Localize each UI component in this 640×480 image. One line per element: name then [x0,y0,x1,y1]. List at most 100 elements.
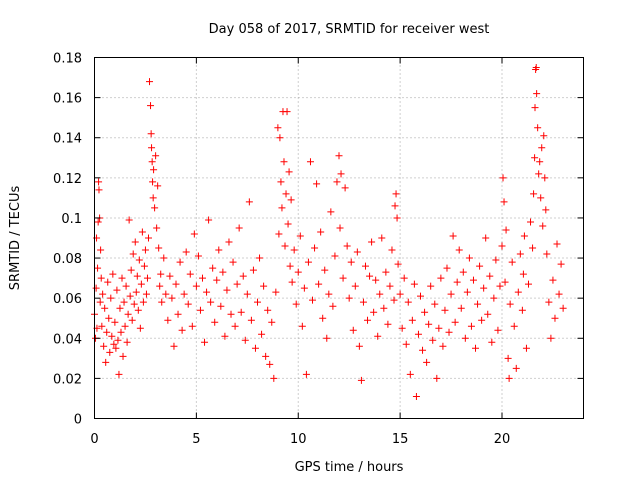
data-point [500,198,508,206]
data-point [469,276,477,284]
data-point [114,336,122,344]
data-point [323,334,331,342]
data-point [559,304,567,312]
data-point [284,220,292,228]
data-point [262,352,270,360]
data-point [519,270,527,278]
data-point [147,130,155,138]
data-point [553,240,561,248]
chart-title: Day 058 of 2017, SRMTID for receiver wes… [209,22,490,37]
data-point [535,170,543,178]
data-point [278,204,286,212]
data-point [121,322,129,330]
data-point [134,306,142,314]
y-tick-label: 0.06 [53,292,82,307]
data-point [532,64,540,72]
data-point [156,282,164,290]
data-point [100,342,108,350]
data-point [372,276,380,284]
data-point [315,280,323,288]
y-axis-label: SRMTID / TECUs [8,186,23,291]
plot-frame [94,57,584,419]
data-point [343,242,351,250]
data-point [396,290,404,298]
data-point [192,282,200,290]
data-point [142,290,150,298]
data-point [545,298,553,306]
data-point [510,322,518,330]
data-point [110,340,118,348]
gridlines [94,57,584,419]
data-point [152,152,160,160]
data-point [376,290,384,298]
data-point [294,268,302,276]
data-point [461,334,469,342]
data-point [99,290,107,298]
data-point [211,318,219,326]
data-point [281,242,289,250]
data-point [115,370,123,378]
data-point [309,296,317,304]
data-point [325,290,333,298]
x-tick-label: 10 [290,432,307,447]
data-point [144,234,152,242]
data-point [129,250,137,258]
data-point [117,328,125,336]
data-point [258,330,266,338]
data-point [106,348,114,356]
data-point [534,124,542,132]
data-point [266,360,274,368]
data-point [247,316,255,324]
data-point [313,180,321,188]
data-point [516,250,524,258]
data-point [274,124,282,132]
data-point [270,374,278,382]
data-point [555,290,563,298]
data-point [275,230,283,238]
data-point [95,178,103,186]
data-point [435,324,443,332]
data-point [221,332,229,340]
x-axis-label: GPS time / hours [295,460,404,475]
data-point [404,298,412,306]
data-point [484,310,492,318]
data-point [213,276,221,284]
data-point [520,232,528,240]
data-point [184,300,192,308]
data-point [126,292,134,300]
data-point [140,262,148,270]
data-point [449,232,457,240]
data-point [120,298,128,306]
data-point [282,190,290,198]
data-point [125,216,133,224]
x-tick-label: 0 [90,432,98,447]
data-point [486,272,494,280]
data-point [374,332,382,340]
data-point [441,306,449,314]
data-point [335,152,343,160]
data-point [217,302,225,310]
data-point [505,374,513,382]
data-point [476,262,484,270]
data-point [277,178,285,186]
data-point [368,238,376,246]
data-point [196,306,204,314]
data-point [254,298,261,306]
data-point [97,246,105,254]
data-point [276,134,284,142]
data-point [317,228,325,236]
data-point [536,158,544,166]
data-point [453,278,461,286]
data-point [239,272,247,280]
data-point [380,304,388,312]
data-point [283,108,291,116]
data-point [400,274,408,282]
data-point [182,248,190,256]
data-point [157,270,165,278]
data-point [288,278,296,286]
data-point [393,214,401,222]
data-point [112,344,120,352]
data-point [227,310,235,318]
data-point [502,226,510,234]
